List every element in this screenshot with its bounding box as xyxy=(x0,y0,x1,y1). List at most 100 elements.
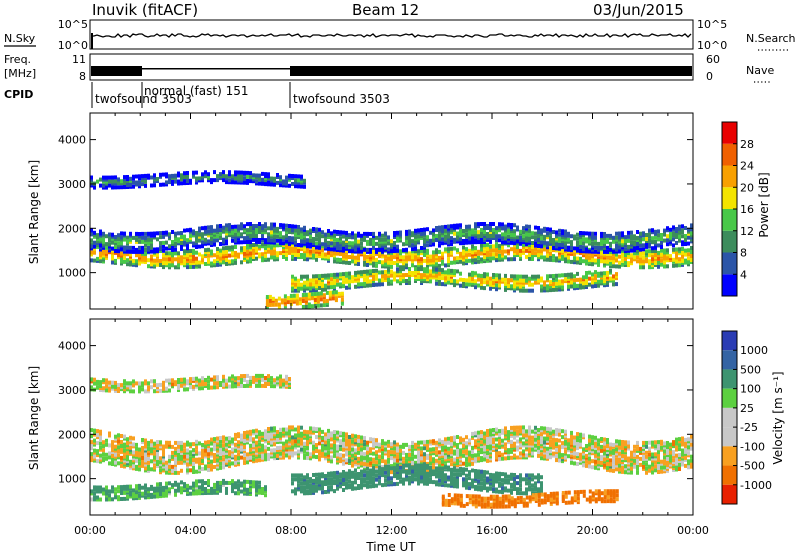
range-cell xyxy=(393,440,396,445)
range-cell xyxy=(274,298,278,303)
range-cell xyxy=(480,273,483,278)
range-cell xyxy=(516,445,519,450)
range-cell xyxy=(375,282,378,287)
range-cell xyxy=(255,234,258,238)
range-cell xyxy=(666,234,669,239)
range-cell xyxy=(321,244,324,249)
range-cell xyxy=(354,434,357,439)
range-cell xyxy=(159,259,162,263)
range-cell xyxy=(291,445,294,450)
range-cell xyxy=(177,460,180,465)
range-cell xyxy=(384,447,387,452)
range-cell xyxy=(135,450,138,455)
range-cell xyxy=(207,440,210,445)
range-cell xyxy=(288,183,291,188)
range-cell xyxy=(294,174,297,179)
range-cell xyxy=(337,291,341,296)
range-cell xyxy=(648,232,651,237)
range-cell xyxy=(177,171,180,176)
range-cell xyxy=(210,459,213,464)
range-cell xyxy=(390,456,393,461)
range-cell xyxy=(141,231,144,236)
range-cell xyxy=(636,242,639,246)
range-cell xyxy=(396,230,399,235)
range-cell xyxy=(231,245,234,250)
range-cell xyxy=(498,445,501,450)
range-cell xyxy=(573,274,576,279)
range-cell xyxy=(435,281,438,286)
range-cell xyxy=(210,261,213,266)
range-cell xyxy=(549,255,552,260)
range-cell xyxy=(324,232,327,237)
range-cell xyxy=(528,247,531,251)
range-cell xyxy=(369,447,372,452)
range-cell xyxy=(318,427,321,432)
range-cell xyxy=(297,225,300,229)
range-cell xyxy=(606,233,609,238)
range-cell xyxy=(678,224,681,229)
range-cell xyxy=(304,292,308,297)
range-cell xyxy=(465,232,468,237)
range-cell xyxy=(429,254,432,259)
range-cell xyxy=(231,238,234,243)
range-cell xyxy=(162,182,165,187)
range-cell xyxy=(291,224,294,229)
range-cell xyxy=(516,274,519,279)
range-cell xyxy=(261,252,264,257)
range-cell xyxy=(483,453,486,458)
range-cell xyxy=(219,455,222,460)
range-cell xyxy=(534,225,537,230)
range-cell xyxy=(366,454,369,459)
range-cell xyxy=(510,257,513,262)
range-cell xyxy=(315,435,318,439)
range-cell xyxy=(561,229,564,234)
range-cell xyxy=(117,439,120,444)
range-cell xyxy=(312,253,315,258)
range-cell xyxy=(513,247,516,252)
range-cell xyxy=(414,271,417,275)
range-cell xyxy=(234,245,237,249)
range-cell xyxy=(366,263,369,267)
range-cell xyxy=(600,239,603,244)
range-cell xyxy=(615,231,618,236)
range-cell xyxy=(588,270,591,275)
range-cell xyxy=(301,293,305,297)
range-cell xyxy=(372,239,375,244)
range-cell xyxy=(294,236,297,241)
range-cell xyxy=(315,241,318,246)
range-cell xyxy=(360,435,363,440)
range-cell xyxy=(108,451,111,456)
range-cell xyxy=(156,237,159,242)
range-cell xyxy=(144,456,147,461)
range-cell xyxy=(474,279,477,284)
range-cell xyxy=(468,282,471,287)
range-cell xyxy=(411,440,414,445)
range-cell xyxy=(621,239,624,244)
range-cell xyxy=(576,256,579,261)
range-cell xyxy=(423,446,426,451)
range-cell xyxy=(417,253,420,258)
range-cell xyxy=(426,443,429,448)
range-cell xyxy=(277,302,281,307)
range-cell xyxy=(135,442,138,447)
range-cell xyxy=(663,228,666,233)
range-cell xyxy=(168,244,171,249)
range-cell xyxy=(477,430,480,435)
range-cell xyxy=(519,451,522,456)
range-cell xyxy=(147,264,150,269)
range-cell xyxy=(651,249,654,254)
range-cell xyxy=(432,267,435,272)
range-cell xyxy=(405,442,408,447)
range-cell xyxy=(325,290,329,295)
range-cell xyxy=(111,246,114,251)
range-cell xyxy=(486,429,489,433)
range-cell xyxy=(681,240,684,245)
range-cell xyxy=(414,249,417,254)
range-cell xyxy=(468,224,471,229)
range-cell xyxy=(333,272,336,277)
range-cell xyxy=(289,293,293,298)
range-cell xyxy=(486,437,489,441)
range-cell xyxy=(516,245,519,249)
range-cell xyxy=(495,226,498,231)
range-cell xyxy=(624,235,627,240)
